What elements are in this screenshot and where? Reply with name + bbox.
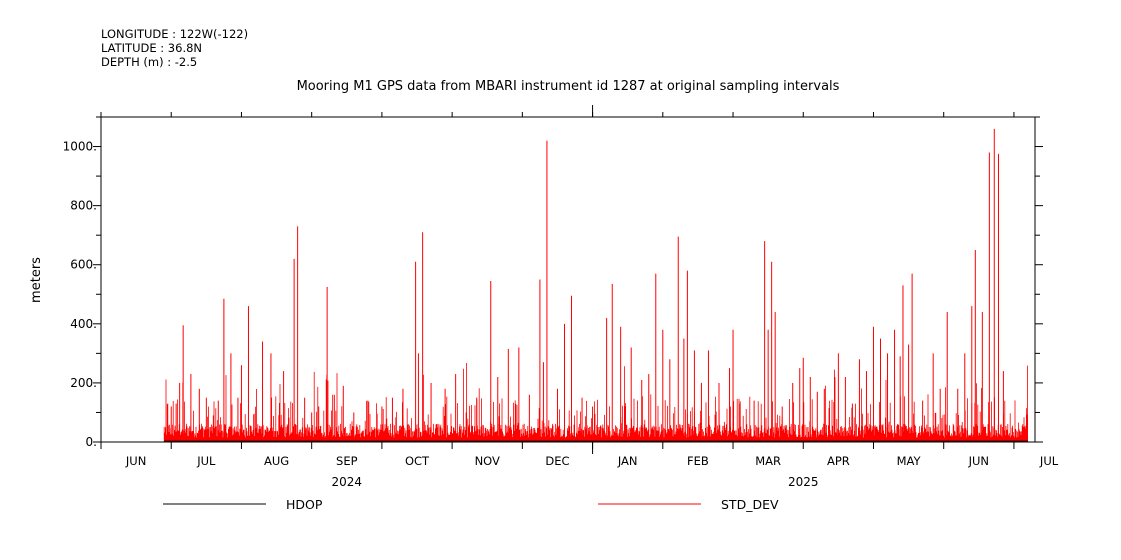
y-tick-label: 200. — [70, 376, 97, 390]
y-tick-label: 1000. — [63, 140, 97, 154]
month-label: FEB — [687, 454, 709, 468]
month-label: MAR — [755, 454, 781, 468]
series-layer — [163, 128, 1028, 442]
year-label: 2024 — [332, 475, 363, 489]
y-tick-label: 800. — [70, 199, 97, 213]
month-label: AUG — [264, 454, 289, 468]
month-label: JUN — [125, 454, 146, 468]
y-tick-label: 600. — [70, 258, 97, 272]
legend-label: STD_DEV — [721, 497, 779, 512]
depth-label: DEPTH (m) : -2.5 — [101, 55, 198, 69]
month-label: DEC — [545, 454, 569, 468]
month-label: JUL — [196, 454, 216, 468]
month-label: OCT — [405, 454, 430, 468]
y-axis-label: meters — [29, 257, 44, 303]
month-label: SEP — [336, 454, 358, 468]
chart-title: Mooring M1 GPS data from MBARI instrumen… — [297, 79, 840, 94]
latitude-label: LATITUDE : 36.8N — [101, 41, 203, 55]
year-label: 2025 — [788, 475, 819, 489]
month-label: NOV — [475, 454, 500, 468]
y-tick-label: 0. — [86, 435, 97, 449]
plot-frame — [100, 116, 1036, 443]
y-tick-label: 400. — [70, 317, 97, 331]
month-label: MAY — [897, 454, 922, 468]
month-label: APR — [827, 454, 850, 468]
month-label: JUL — [1039, 454, 1059, 468]
legend: HDOP STD_DEV — [163, 497, 779, 512]
legend-label: HDOP — [286, 497, 323, 512]
axis-layer: 0. 200. 400. 600. 800. 1000. JUN JUL AUG SEP OCT NO… — [63, 105, 1059, 489]
month-label: JAN — [617, 454, 638, 468]
longitude-label: LONGITUDE : 122W(-122) — [101, 27, 249, 41]
month-label: JUN — [968, 454, 989, 468]
